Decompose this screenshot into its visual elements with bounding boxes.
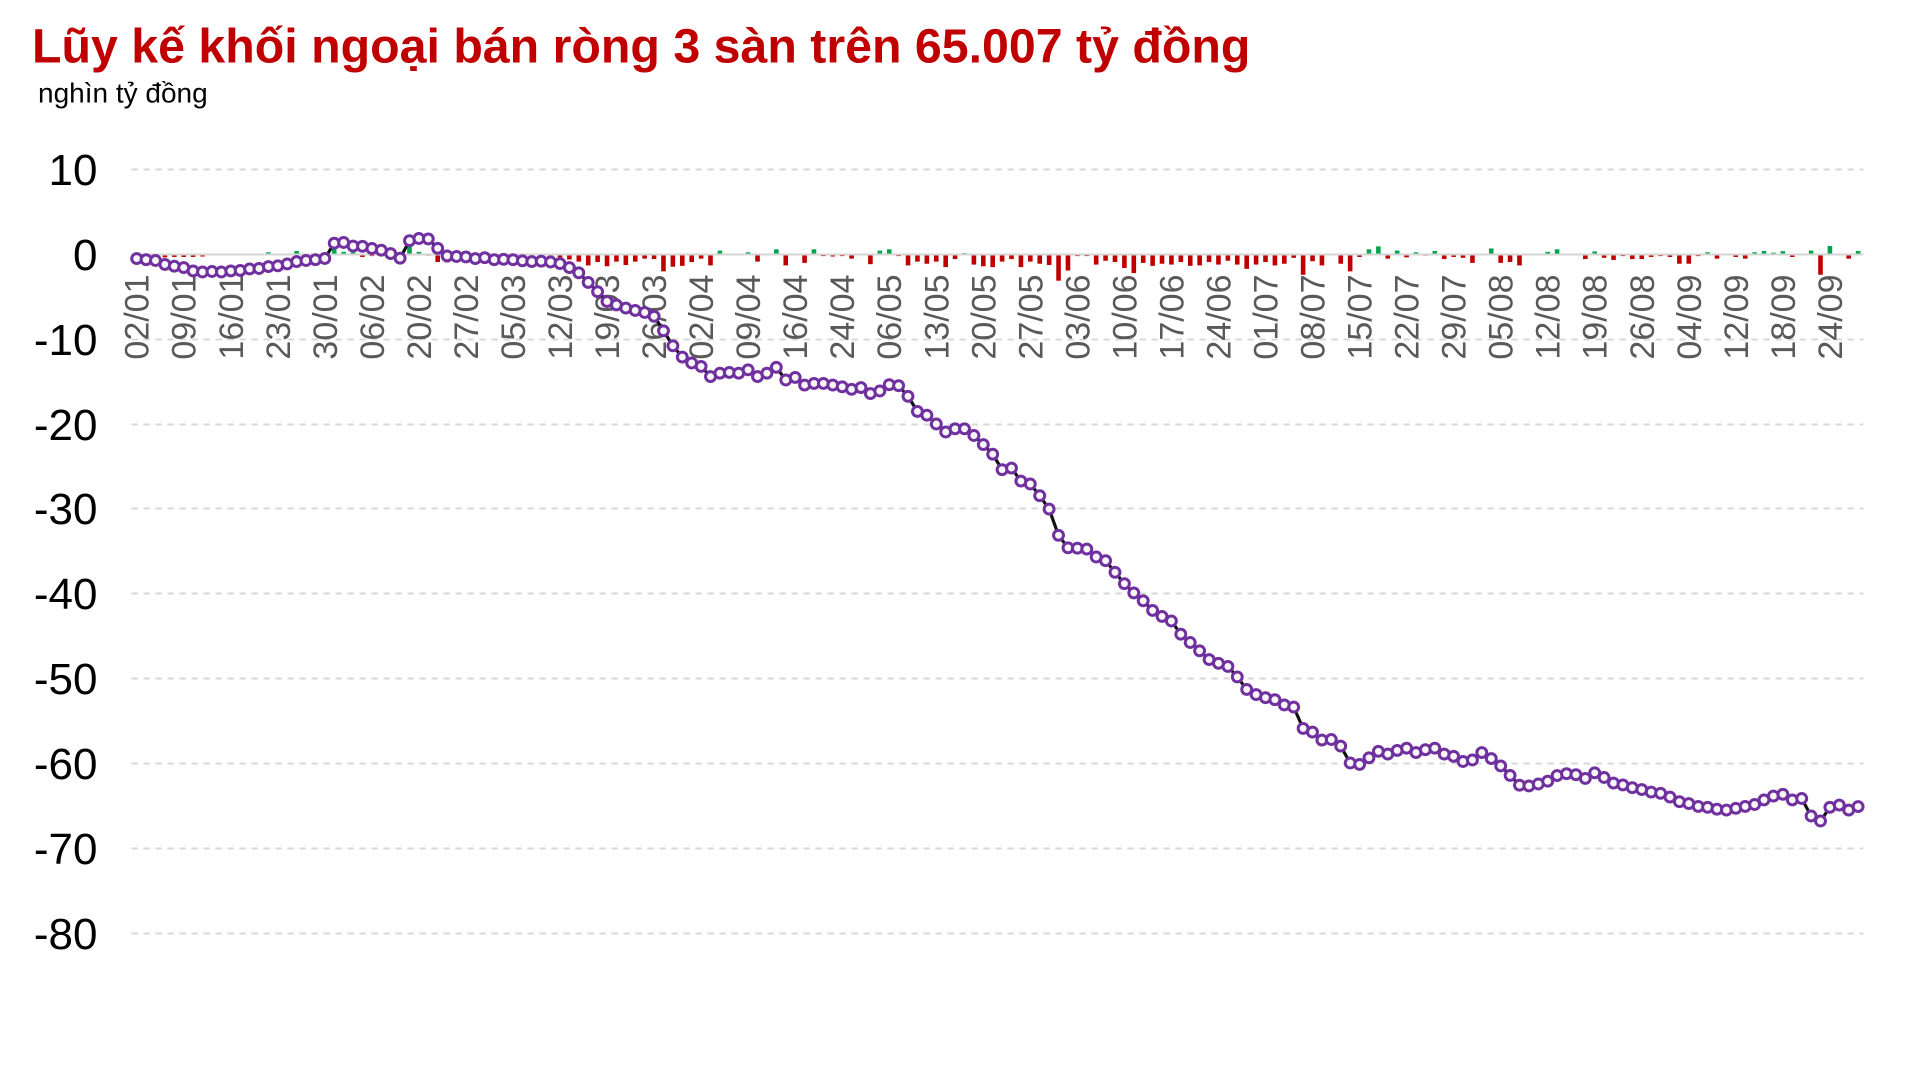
svg-text:16/04: 16/04 xyxy=(777,275,815,360)
svg-text:Lũy kế khối ngoại bán ròng 3 s: Lũy kế khối ngoại bán ròng 3 sàn trên 65… xyxy=(32,20,1250,74)
svg-text:09/04: 09/04 xyxy=(730,275,768,360)
svg-text:17/06: 17/06 xyxy=(1153,275,1191,360)
svg-text:01/07: 01/07 xyxy=(1248,275,1286,360)
svg-text:02/01: 02/01 xyxy=(119,275,157,360)
svg-text:-80: -80 xyxy=(34,910,98,959)
svg-text:12/03: 12/03 xyxy=(542,275,580,360)
svg-text:29/07: 29/07 xyxy=(1436,275,1474,360)
svg-text:16/01: 16/01 xyxy=(213,275,251,360)
svg-text:30/01: 30/01 xyxy=(307,275,345,360)
svg-text:05/03: 05/03 xyxy=(495,275,533,360)
svg-text:18/09: 18/09 xyxy=(1765,275,1803,360)
svg-text:24/04: 24/04 xyxy=(824,275,862,360)
svg-text:23/01: 23/01 xyxy=(260,275,298,360)
svg-text:05/08: 05/08 xyxy=(1483,275,1521,360)
svg-text:nghìn tỷ đồng: nghìn tỷ đồng xyxy=(38,78,208,109)
svg-text:26/08: 26/08 xyxy=(1624,275,1662,360)
svg-text:24/06: 24/06 xyxy=(1201,275,1239,360)
svg-text:12/08: 12/08 xyxy=(1530,275,1568,360)
svg-text:13/05: 13/05 xyxy=(918,275,956,360)
svg-text:27/02: 27/02 xyxy=(448,275,486,360)
svg-text:04/09: 04/09 xyxy=(1671,275,1709,360)
svg-text:10/06: 10/06 xyxy=(1106,275,1144,360)
svg-text:02/04: 02/04 xyxy=(683,275,721,360)
svg-text:10: 10 xyxy=(49,146,98,195)
svg-text:-70: -70 xyxy=(34,825,98,874)
svg-text:06/02: 06/02 xyxy=(354,275,392,360)
svg-text:-20: -20 xyxy=(34,401,98,450)
svg-text:22/07: 22/07 xyxy=(1389,275,1427,360)
svg-text:15/07: 15/07 xyxy=(1342,275,1380,360)
svg-text:09/01: 09/01 xyxy=(166,275,204,360)
svg-text:20/05: 20/05 xyxy=(965,275,1003,360)
svg-text:06/05: 06/05 xyxy=(871,275,909,360)
svg-text:0: 0 xyxy=(73,231,97,280)
svg-text:19/08: 19/08 xyxy=(1577,275,1615,360)
svg-text:-60: -60 xyxy=(34,740,98,789)
svg-text:27/05: 27/05 xyxy=(1012,275,1050,360)
svg-text:08/07: 08/07 xyxy=(1295,275,1333,360)
svg-text:20/02: 20/02 xyxy=(401,275,439,360)
svg-text:-30: -30 xyxy=(34,485,98,534)
svg-text:24/09: 24/09 xyxy=(1812,275,1850,360)
svg-text:-50: -50 xyxy=(34,655,98,704)
svg-text:-40: -40 xyxy=(34,570,98,619)
svg-text:12/09: 12/09 xyxy=(1718,275,1756,360)
svg-text:03/06: 03/06 xyxy=(1059,275,1097,360)
svg-text:-10: -10 xyxy=(34,316,98,365)
